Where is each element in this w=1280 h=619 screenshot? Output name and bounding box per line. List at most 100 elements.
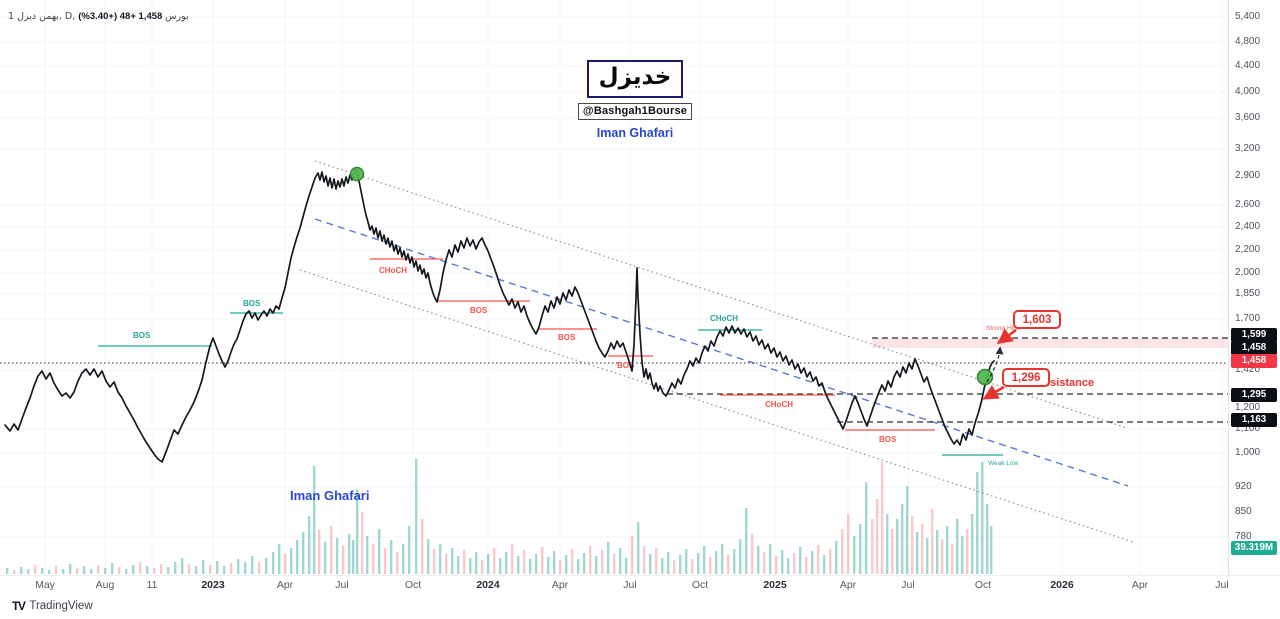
volume-bar xyxy=(139,562,142,574)
volume-bar xyxy=(13,570,16,574)
projection-arrow[interactable] xyxy=(986,346,1004,383)
volume-bar xyxy=(817,545,820,574)
volume-bar xyxy=(499,558,502,574)
volume-bar xyxy=(487,554,490,574)
volume-bar xyxy=(793,553,796,574)
volume-bar xyxy=(763,552,766,574)
price-axis-tick: 850 xyxy=(1235,506,1252,517)
price-axis-tick: 2,400 xyxy=(1235,221,1261,232)
volume-bar xyxy=(829,549,832,574)
smc-label-bos: BOS xyxy=(617,361,635,370)
volume-bar xyxy=(667,552,670,574)
time-axis[interactable]: May Aug 11 2023 Apr Jul Oct 2024 Apr Jul Oct 2025 Ap… xyxy=(0,575,1280,594)
smc-label-bos: BOS xyxy=(470,306,488,315)
volume-bar xyxy=(427,539,430,574)
volume-bar xyxy=(318,530,321,574)
time-axis-tick: 2025 xyxy=(763,579,787,591)
time-axis-tick: Aug xyxy=(95,579,115,591)
supply-zone[interactable] xyxy=(872,338,1228,348)
volume-bar xyxy=(916,532,919,574)
volume-bar xyxy=(775,556,778,574)
price-axis-tick: 780 xyxy=(1235,531,1252,542)
volume-bar xyxy=(805,557,808,574)
volume-bar xyxy=(811,551,814,574)
volume-bar xyxy=(853,536,856,574)
time-axis-tick: Jul xyxy=(623,579,637,591)
pivot-marker-circle[interactable] xyxy=(349,166,365,182)
volume-bar xyxy=(739,539,742,574)
volume-bar xyxy=(966,529,969,574)
volume-bar xyxy=(296,540,299,574)
channel-line-dotted[interactable] xyxy=(299,269,1134,543)
volume-bar xyxy=(655,548,658,574)
smc-label-bos: BOS xyxy=(558,333,576,342)
volume-bar xyxy=(330,526,333,574)
volume-bar xyxy=(673,560,676,574)
telegram-handle-label: @Bashgah1Bourse xyxy=(577,102,693,120)
price-callout-1296[interactable]: 1,296 xyxy=(1002,368,1050,387)
volume-bar xyxy=(97,565,100,574)
smc-label-choch: CHoCH xyxy=(379,266,407,275)
time-axis-tick: 11 xyxy=(146,579,158,591)
volume-bar xyxy=(901,504,904,574)
callout-arrow[interactable] xyxy=(982,385,1005,400)
volume-bar xyxy=(384,548,387,574)
volume-bar xyxy=(679,555,682,574)
volume-bar xyxy=(799,547,802,574)
volume-bar xyxy=(990,526,993,574)
trendline-blue-dashed[interactable] xyxy=(314,218,1129,487)
volume-bar xyxy=(48,570,51,574)
tradingview-logo-icon: TV xyxy=(12,599,26,613)
chart-canvas[interactable]: BOS BOS CHoCH BOS BOS BOS CHoCH CHoCH BOS xyxy=(0,0,1228,575)
pivot-marker-circle[interactable] xyxy=(976,368,994,386)
volume-bar xyxy=(601,550,604,574)
volume-bar xyxy=(986,504,989,574)
volume-bar xyxy=(921,524,924,574)
volume-bar xyxy=(835,541,838,574)
level-price-badge: 1,458 xyxy=(1231,341,1277,355)
volume-bar xyxy=(408,526,411,574)
volume-bar xyxy=(62,569,65,574)
volume-bar xyxy=(366,536,369,574)
volume-bar xyxy=(244,562,247,574)
volume-bar xyxy=(125,569,128,574)
volume-bar xyxy=(981,462,984,574)
volume-bar xyxy=(886,514,889,574)
center-watermark-stack: خديزل @Bashgah1Bourse Iman Ghafari xyxy=(565,60,705,140)
volume-bar xyxy=(625,558,628,574)
volume-bar xyxy=(976,472,979,574)
price-line-series[interactable] xyxy=(4,168,995,463)
symbol-legend-price: 1,458 +48 (+3.40%) xyxy=(78,11,163,22)
volume-bar xyxy=(390,540,393,574)
symbol-legend[interactable]: بهمن ديزل 1, D, بورس 1,458 +48 (+3.40%) xyxy=(8,11,189,22)
time-axis-tick: Oct xyxy=(974,579,992,591)
volume-bar xyxy=(607,542,610,574)
volume-bar xyxy=(643,546,646,574)
volume-bar xyxy=(691,559,694,574)
callout-arrow[interactable] xyxy=(996,328,1017,345)
price-axis-tick: 4,400 xyxy=(1235,60,1261,71)
volume-bar xyxy=(421,519,424,574)
volume-bar xyxy=(951,544,954,574)
time-axis-tick: Apr xyxy=(276,579,294,591)
volume-bar xyxy=(104,568,107,574)
volume-bar xyxy=(356,489,359,574)
volume-bar xyxy=(685,549,688,574)
volume-bar xyxy=(931,509,934,574)
price-axis[interactable]: 5,400 4,800 4,400 4,000 3,600 3,200 2,900 2,600… xyxy=(1228,0,1280,592)
volume-bar xyxy=(251,556,254,574)
volume-bar xyxy=(565,555,568,574)
price-axis-tick: 1,100 xyxy=(1235,423,1261,434)
volume-bar xyxy=(769,544,772,574)
price-axis-tick: 2,600 xyxy=(1235,199,1261,210)
volume-bar xyxy=(876,499,879,574)
volume-bar xyxy=(146,566,149,574)
tradingview-logo[interactable]: TV TradingView xyxy=(12,599,93,613)
resistance-annotation: Resistance xyxy=(1036,377,1095,389)
price-callout-1603[interactable]: 1,603 xyxy=(1013,310,1061,329)
last-price-badge: 1,458 xyxy=(1231,354,1277,368)
smc-label-choch: CHoCH xyxy=(765,400,793,409)
price-axis-tick: 1,850 xyxy=(1235,288,1261,299)
smc-label-choch: CHoCH xyxy=(710,314,738,323)
